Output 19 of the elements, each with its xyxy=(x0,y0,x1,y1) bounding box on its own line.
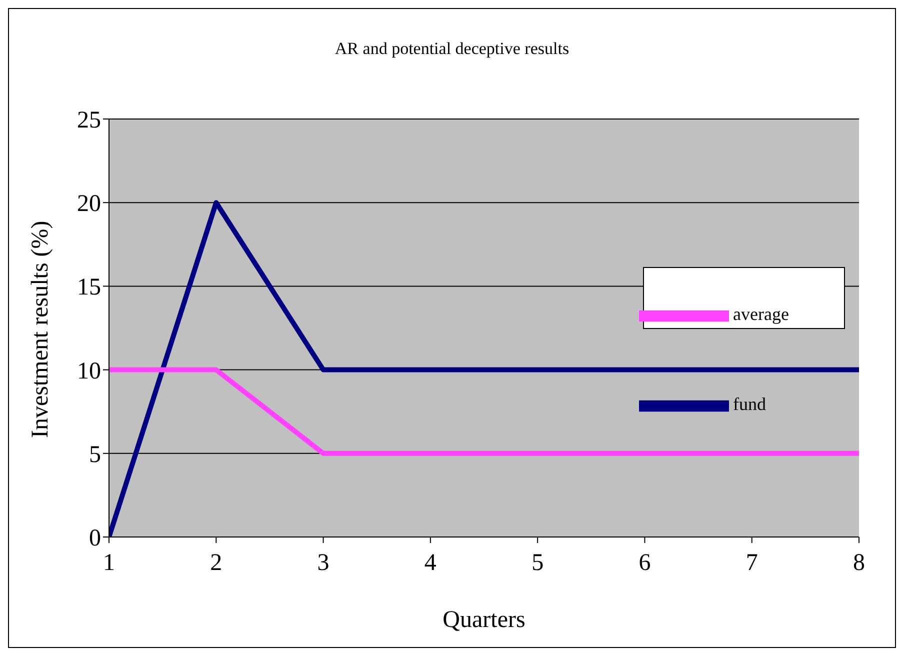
x-axis-title: Quarters xyxy=(442,607,526,633)
y-tick-label: 15 xyxy=(77,274,101,301)
y-tick-label: 0 xyxy=(89,526,101,552)
x-tick-label: 1 xyxy=(103,550,115,576)
y-tick-label: 25 xyxy=(77,108,101,134)
legend-label: average xyxy=(733,304,789,324)
legend-label: fund xyxy=(733,394,766,414)
y-tick-label: 20 xyxy=(77,191,101,218)
x-tick-label: 5 xyxy=(532,550,544,576)
chart-title: AR and potential deceptive results xyxy=(334,39,570,59)
x-tick-label: 3 xyxy=(317,550,330,576)
x-tick-label: 7 xyxy=(746,550,758,576)
x-tick-label: 4 xyxy=(424,550,436,576)
y-axis-title: Investment results (%) xyxy=(28,220,54,438)
y-tick-label: 10 xyxy=(77,358,101,384)
y-tick-label: 5 xyxy=(89,442,101,468)
x-tick-label: 8 xyxy=(853,550,865,576)
x-tick-label: 2 xyxy=(210,550,222,576)
x-tick-label: 6 xyxy=(638,550,651,576)
